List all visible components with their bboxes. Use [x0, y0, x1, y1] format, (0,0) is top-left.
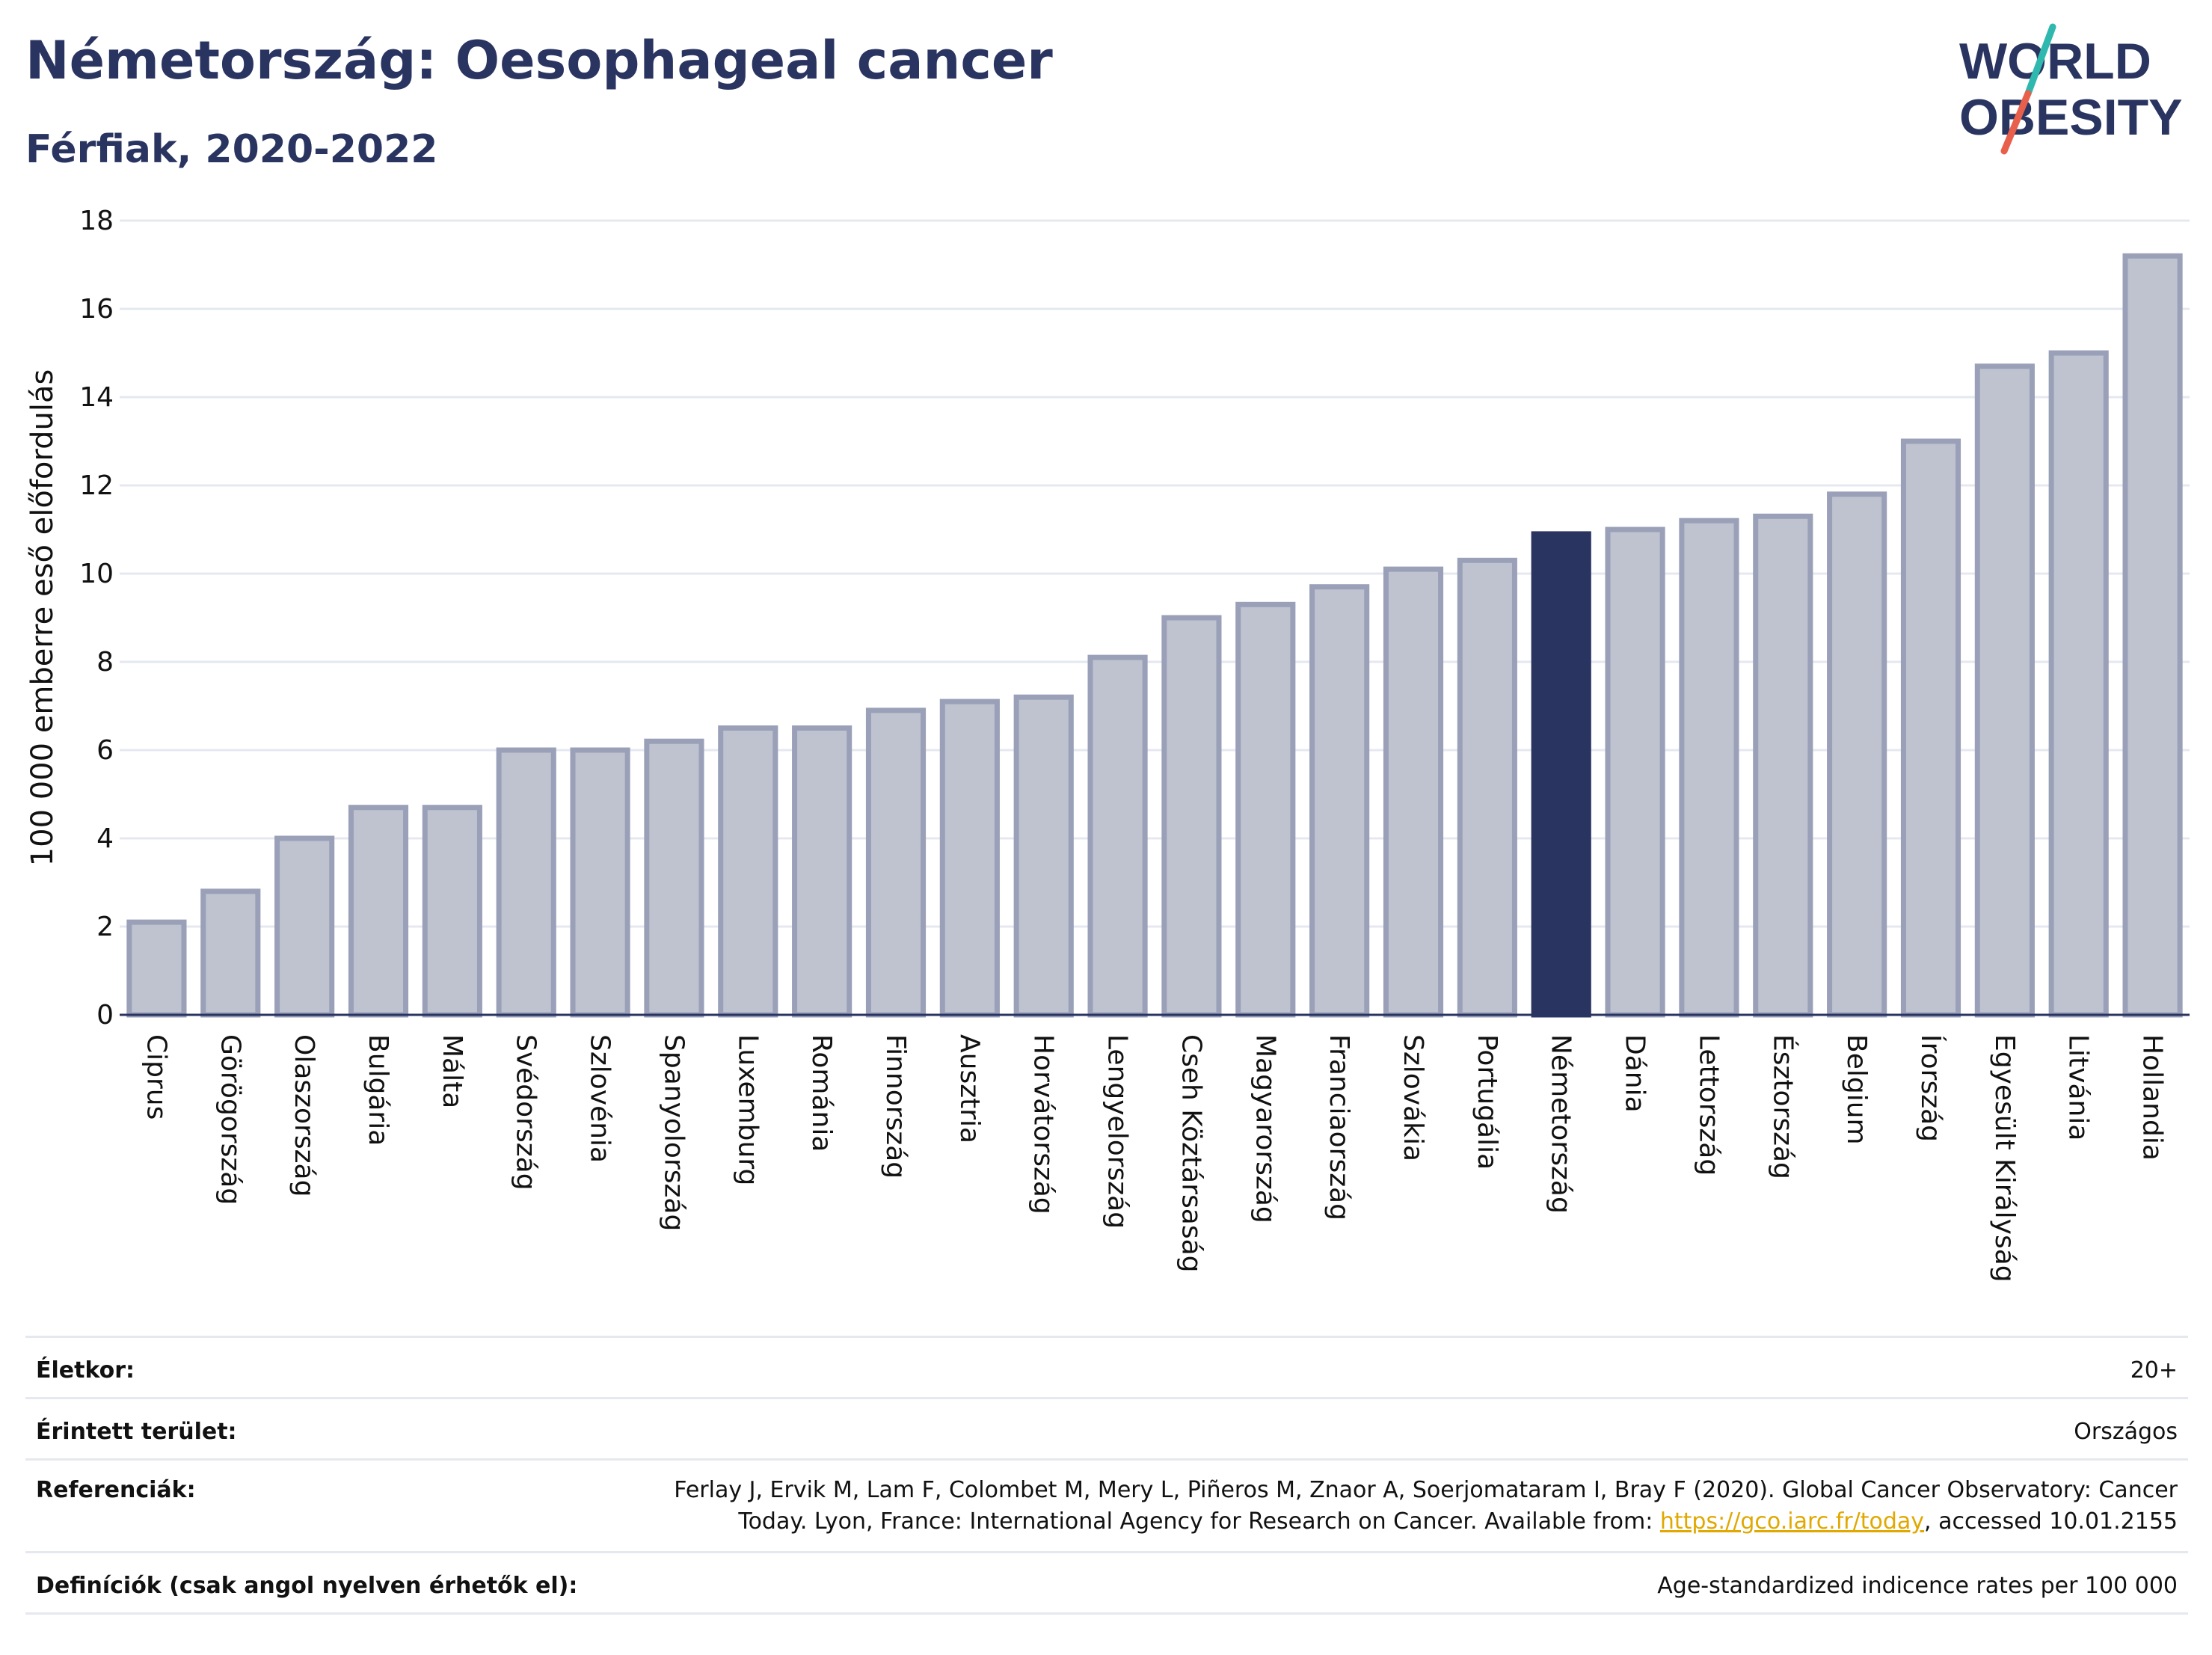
x-tick-label: Görögország: [215, 1034, 245, 1205]
y-tick-label: 14: [79, 382, 114, 413]
meta-value-definitions: Age-standardized indicence rates per 100…: [1657, 1573, 2178, 1599]
logo-line2: OBESITY: [1959, 89, 2183, 146]
x-tick-label: Hollandia: [2137, 1034, 2168, 1161]
x-tick-label: Málta: [437, 1034, 467, 1108]
meta-label-age: Életkor:: [36, 1357, 135, 1384]
x-tick-label: Németország: [1546, 1034, 1576, 1214]
y-tick-label: 10: [79, 559, 114, 589]
x-tick-label: Szlovákia: [1398, 1034, 1428, 1161]
x-tick-label: Bulgária: [363, 1034, 393, 1146]
meta-value-references-line2: Today. Lyon, France: International Agenc…: [738, 1508, 2178, 1535]
y-axis-label: 100 000 emberre eső előfordulás: [25, 369, 60, 867]
x-tick-label: Svédország: [511, 1034, 541, 1191]
x-tick-label: Portugália: [1472, 1034, 1502, 1170]
x-tick-label: Finnország: [880, 1034, 911, 1179]
x-tick-label: Dánia: [1620, 1034, 1650, 1113]
x-tick-label: Horvátország: [1028, 1034, 1059, 1215]
bar: [126, 919, 187, 1018]
meta-row-definitions: Definíciók (csak angol nyelven érhetők e…: [25, 1551, 2188, 1615]
meta-row-age: Életkor: 20+: [25, 1336, 2188, 1399]
bar: [1679, 518, 1739, 1018]
meta-row-references: Referenciák: Ferlay J, Ervik M, Lam F, C…: [25, 1458, 2188, 1553]
chart-title: Németország: Oesophageal cancer: [25, 30, 1053, 91]
x-tick-label: Románia: [806, 1034, 837, 1152]
x-tick-label: Ciprus: [141, 1034, 171, 1120]
bar: [1457, 557, 1517, 1018]
bar: [1013, 694, 1074, 1018]
bar: [1309, 584, 1370, 1018]
meta-label-definitions: Definíciók (csak angol nyelven érhetők e…: [36, 1573, 578, 1599]
meta-label-references: Referenciák:: [36, 1477, 196, 1503]
y-tick-label: 2: [96, 912, 114, 942]
y-tick-label: 18: [79, 206, 114, 236]
meta-bottom-rule: [25, 1612, 2188, 1615]
y-tick-label: 6: [96, 735, 114, 766]
bar: [2048, 350, 2109, 1018]
x-tick-label: Írország: [1915, 1034, 1947, 1142]
bar: [570, 747, 630, 1018]
bar: [1161, 615, 1222, 1018]
x-tick-label: Szlovénia: [585, 1034, 615, 1163]
bar: [1383, 566, 1444, 1018]
x-tick-label: Olaszország: [289, 1034, 319, 1197]
chart-subtitle: Férfiak, 2020-2022: [25, 127, 438, 172]
x-tick-label: Cseh Köztársaság: [1176, 1034, 1206, 1273]
y-tick-label: 16: [79, 294, 114, 325]
x-tick-label: Lettország: [1693, 1034, 1724, 1176]
x-tick-label: Egyesült Királyság: [1989, 1034, 2020, 1283]
y-tick-label: 8: [96, 647, 114, 678]
bar: [1235, 601, 1296, 1018]
bar: [1531, 531, 1591, 1018]
y-tick-label: 4: [96, 823, 114, 854]
meta-value-area: Országos: [2074, 1419, 2178, 1445]
meta-row-area: Érintett terület: Országos: [25, 1397, 2188, 1461]
bar: [274, 835, 335, 1018]
bar: [1827, 491, 1887, 1018]
x-tick-label: Luxemburg: [732, 1034, 763, 1185]
x-tick-label: Észtország: [1767, 1034, 1798, 1179]
x-tick-label: Magyarország: [1250, 1034, 1280, 1223]
bar: [792, 725, 852, 1018]
x-tick-label: Ausztria: [954, 1034, 985, 1143]
bar: [865, 707, 927, 1018]
bar: [1753, 513, 1813, 1018]
x-tick-label: Lengyelország: [1102, 1034, 1133, 1229]
x-tick-label: Franciaország: [1324, 1034, 1354, 1220]
reference-link[interactable]: https://gco.iarc.fr/today: [1659, 1508, 1925, 1535]
meta-label-area: Érintett terület:: [36, 1419, 237, 1445]
bar: [496, 747, 556, 1018]
bar: [644, 738, 704, 1018]
bar: [2122, 253, 2183, 1018]
world-obesity-logo: WORLD OBESITY: [1959, 23, 2183, 155]
bar: [718, 725, 778, 1018]
x-tick-label: Litvánia: [2063, 1034, 2094, 1140]
bar: [1087, 654, 1148, 1018]
bar: [348, 805, 409, 1018]
y-tick-label: 12: [79, 470, 114, 501]
bar-chart: 0 2 4 6 8 10 12 14 16 18 100 000 emberre eső előfo…: [25, 206, 2190, 1283]
meta-value-references-line1: Ferlay J, Ervik M, Lam F, Colombet M, Me…: [674, 1477, 2178, 1503]
bar: [1974, 363, 2035, 1018]
x-tick-label: Belgium: [1841, 1034, 1872, 1145]
bar: [1900, 438, 1961, 1018]
bar: [1605, 526, 1665, 1018]
meta-value-age: 20+: [2130, 1357, 2178, 1384]
y-tick-label: 0: [96, 1000, 114, 1031]
bar: [200, 888, 261, 1018]
bar: [422, 805, 482, 1018]
logo-line1: WORLD: [1959, 33, 2151, 90]
bar: [939, 698, 1000, 1018]
x-tick-label: Spanyolország: [658, 1034, 689, 1231]
